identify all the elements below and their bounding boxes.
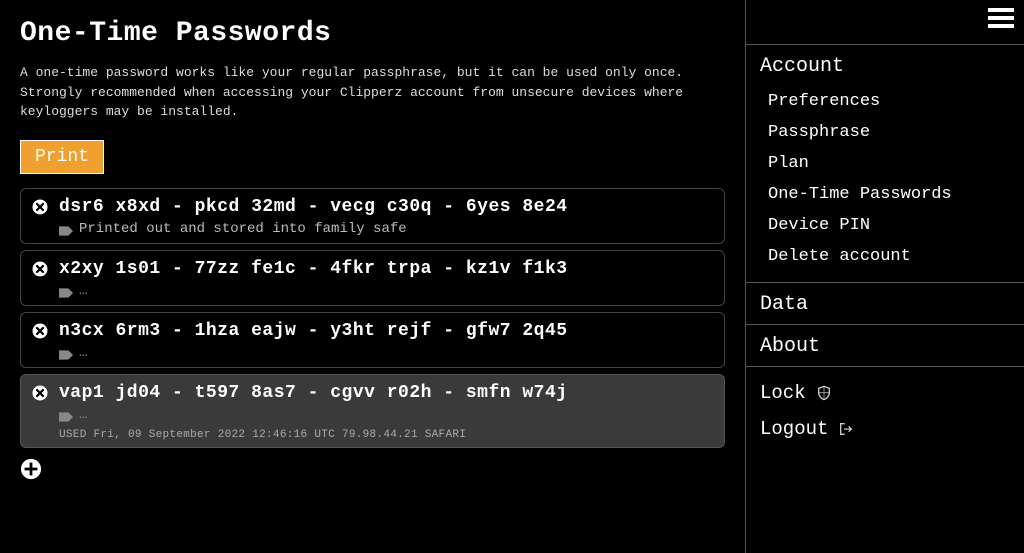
sidebar-header-about[interactable]: About — [746, 331, 1024, 362]
otp-code: vap1 jd04 - t597 8as7 - cgvv r02h - smfn… — [59, 383, 568, 403]
menu-icon[interactable] — [988, 8, 1014, 28]
logout-button[interactable]: Logout — [746, 411, 1024, 447]
sidebar: Account Preferences Passphrase Plan One-… — [746, 0, 1024, 553]
sidebar-item-plan[interactable]: Plan — [746, 148, 1024, 179]
page-description: A one-time password works like your regu… — [20, 63, 720, 122]
delete-icon[interactable] — [31, 260, 49, 278]
otp-code: x2xy 1s01 - 77zz fe1c - 4fkr trpa - kz1v… — [59, 259, 568, 279]
shield-icon — [816, 385, 832, 401]
sidebar-item-one-time-passwords[interactable]: One-Time Passwords — [746, 179, 1024, 210]
otp-card[interactable]: x2xy 1s01 - 77zz fe1c - 4fkr trpa - kz1v… — [20, 250, 725, 306]
sidebar-item-preferences[interactable]: Preferences — [746, 86, 1024, 117]
sidebar-item-device-pin[interactable]: Device PIN — [746, 210, 1024, 241]
sidebar-section-account: Account Preferences Passphrase Plan One-… — [746, 44, 1024, 282]
tag-icon — [59, 223, 73, 235]
otp-card[interactable]: vap1 jd04 - t597 8as7 - cgvv r02h - smfn… — [20, 374, 725, 448]
otp-note[interactable]: Printed out and stored into family safe — [79, 221, 407, 237]
otp-note[interactable]: … — [79, 345, 87, 361]
tag-icon — [59, 347, 73, 359]
tag-icon — [59, 285, 73, 297]
sidebar-item-passphrase[interactable]: Passphrase — [746, 117, 1024, 148]
sidebar-item-delete-account[interactable]: Delete account — [746, 241, 1024, 272]
logout-icon — [838, 421, 854, 437]
delete-icon[interactable] — [31, 384, 49, 402]
sidebar-section-about: About — [746, 324, 1024, 366]
page-title: One-Time Passwords — [20, 18, 725, 49]
lock-label: Lock — [760, 382, 806, 404]
sidebar-actions: Lock Logout — [746, 366, 1024, 455]
delete-icon[interactable] — [31, 322, 49, 340]
sidebar-header-data[interactable]: Data — [746, 289, 1024, 320]
otp-code: n3cx 6rm3 - 1hza eajw - y3ht rejf - gfw7… — [59, 321, 568, 341]
main-panel: One-Time Passwords A one-time password w… — [0, 0, 746, 553]
sidebar-section-data: Data — [746, 282, 1024, 324]
tag-icon — [59, 409, 73, 421]
otp-note[interactable]: … — [79, 407, 87, 423]
delete-icon[interactable] — [31, 198, 49, 216]
otp-note[interactable]: … — [79, 283, 87, 299]
otp-code: dsr6 x8xd - pkcd 32md - vecg c30q - 6yes… — [59, 197, 568, 217]
logout-label: Logout — [760, 418, 828, 440]
otp-used-meta: USED Fri, 09 September 2022 12:46:16 UTC… — [59, 429, 714, 441]
print-button[interactable]: Print — [20, 140, 104, 174]
lock-button[interactable]: Lock — [746, 375, 1024, 411]
sidebar-header-account[interactable]: Account — [746, 51, 1024, 82]
otp-card[interactable]: dsr6 x8xd - pkcd 32md - vecg c30q - 6yes… — [20, 188, 725, 244]
otp-list: dsr6 x8xd - pkcd 32md - vecg c30q - 6yes… — [20, 188, 725, 448]
add-otp-button[interactable] — [20, 458, 42, 480]
otp-card[interactable]: n3cx 6rm3 - 1hza eajw - y3ht rejf - gfw7… — [20, 312, 725, 368]
